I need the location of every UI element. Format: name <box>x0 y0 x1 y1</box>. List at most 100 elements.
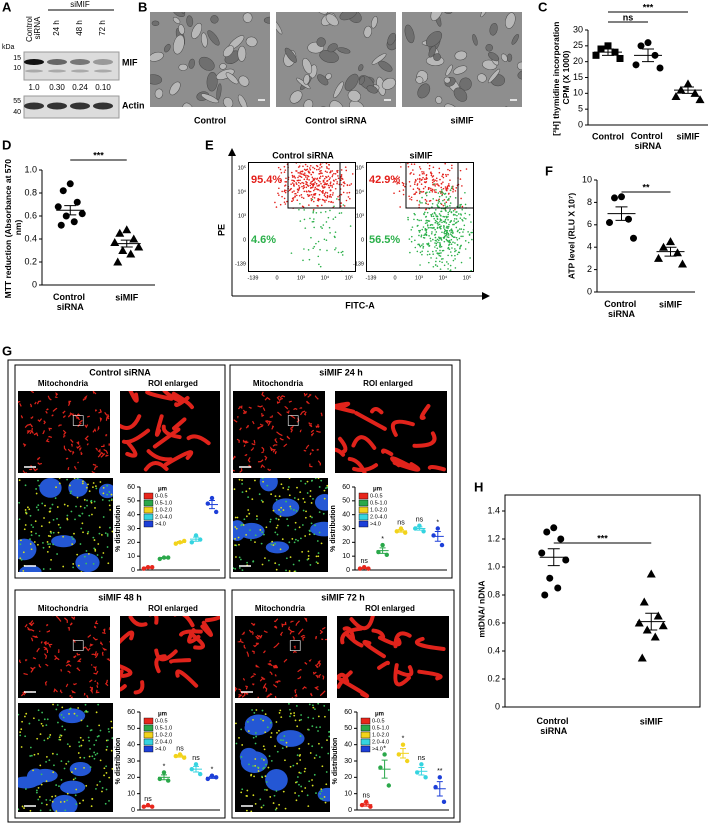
axis-title: FITC-A <box>345 300 375 310</box>
event <box>447 188 449 190</box>
texture <box>276 721 278 723</box>
event <box>321 185 323 187</box>
texture <box>41 712 43 714</box>
texture <box>77 478 79 480</box>
texture <box>38 535 40 537</box>
texture <box>72 563 74 565</box>
y-tick-label: 1.2 <box>487 533 500 543</box>
event <box>291 172 293 174</box>
texture <box>308 780 310 782</box>
texture <box>80 506 82 508</box>
texture <box>93 547 95 549</box>
texture <box>311 517 313 519</box>
event <box>452 230 454 232</box>
event <box>410 185 412 187</box>
texture <box>278 730 280 732</box>
texture <box>81 522 83 524</box>
texture <box>328 709 330 711</box>
event <box>460 236 462 238</box>
legend-label: 0-0.5 <box>155 718 168 724</box>
data-point <box>162 770 166 774</box>
event <box>318 184 320 186</box>
data-point <box>419 762 423 766</box>
texture <box>82 800 84 802</box>
texture <box>87 483 89 485</box>
event <box>414 183 416 185</box>
event <box>430 240 432 242</box>
texture <box>59 483 61 485</box>
micrograph <box>110 609 228 698</box>
data-point <box>55 203 62 210</box>
event <box>464 213 466 215</box>
texture <box>79 745 81 747</box>
event <box>466 168 468 170</box>
y-tick-label: 10 <box>342 553 350 560</box>
texture <box>430 467 444 469</box>
texture <box>94 501 96 503</box>
event <box>305 175 307 177</box>
event <box>452 191 454 193</box>
cell <box>206 0 225 13</box>
texture <box>96 711 98 713</box>
event <box>329 210 331 212</box>
texture <box>318 743 320 745</box>
event <box>324 194 326 196</box>
texture <box>234 526 236 528</box>
texture <box>261 807 263 809</box>
event <box>434 191 436 193</box>
nucleus <box>241 751 268 773</box>
micrograph <box>146 0 276 129</box>
texture <box>39 765 41 767</box>
texture <box>80 528 82 530</box>
event <box>457 231 459 233</box>
event <box>454 214 456 216</box>
event <box>429 165 431 167</box>
event <box>325 192 327 194</box>
texture <box>262 481 264 483</box>
texture <box>20 728 22 730</box>
data-point <box>210 496 214 500</box>
event <box>330 196 332 198</box>
event <box>444 220 446 222</box>
cell <box>179 64 188 71</box>
event <box>420 168 422 170</box>
texture <box>59 739 61 741</box>
event <box>284 171 286 173</box>
texture <box>252 794 254 796</box>
texture <box>318 716 320 718</box>
data-point <box>63 213 70 220</box>
texture <box>299 759 301 761</box>
texture <box>236 743 238 745</box>
flow-tick: 0 <box>361 237 364 243</box>
texture <box>38 787 40 789</box>
event <box>409 173 411 175</box>
texture <box>19 731 21 733</box>
event <box>450 265 452 267</box>
texture <box>283 509 285 511</box>
event <box>449 242 451 244</box>
event <box>447 219 449 221</box>
event <box>441 175 443 177</box>
event <box>419 174 421 176</box>
data-point <box>538 550 545 557</box>
event <box>416 200 418 202</box>
event <box>432 253 434 255</box>
texture <box>29 538 31 540</box>
event <box>294 180 296 182</box>
event <box>306 179 308 181</box>
texture <box>268 560 270 562</box>
event <box>285 177 287 179</box>
event <box>435 261 437 263</box>
y-axis-title: % distribution <box>330 505 337 552</box>
event <box>423 171 425 173</box>
event <box>344 205 346 207</box>
flow-tick: -139 <box>247 275 258 281</box>
event <box>443 177 445 179</box>
event <box>312 196 314 198</box>
data-point <box>71 218 78 225</box>
texture <box>300 719 302 721</box>
event <box>437 202 439 204</box>
event <box>427 224 429 226</box>
texture <box>305 510 307 512</box>
data-point <box>605 42 612 49</box>
